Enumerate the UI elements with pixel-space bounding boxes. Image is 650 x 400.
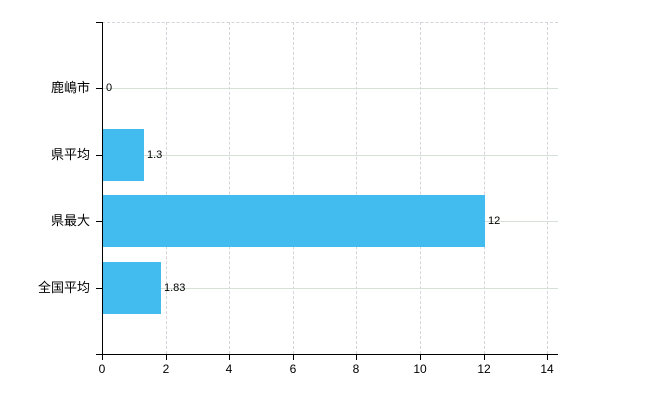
x-tick-label: 4 xyxy=(225,362,233,376)
value-label: 1.83 xyxy=(164,282,186,294)
x-tick-label: 12 xyxy=(477,362,491,376)
x-tick-label: 0 xyxy=(98,362,106,376)
category-gridline xyxy=(103,288,558,289)
x-axis-tick xyxy=(356,354,357,360)
category-gridline xyxy=(103,88,558,89)
x-tick-label: 8 xyxy=(352,362,360,376)
y-axis-top-tick xyxy=(96,22,102,23)
x-gridline xyxy=(547,22,548,354)
x-tick-label: 2 xyxy=(162,362,170,376)
x-tick-label: 10 xyxy=(413,362,427,376)
x-axis-tick xyxy=(420,354,421,360)
category-label: 全国平均 xyxy=(37,280,90,295)
category-label: 県平均 xyxy=(50,147,90,162)
category-label: 県最大 xyxy=(50,213,90,228)
y-axis-tick xyxy=(96,88,102,89)
x-gridline xyxy=(293,22,294,354)
y-axis-tick xyxy=(96,288,102,289)
value-label: 12 xyxy=(488,215,501,227)
y-axis-line xyxy=(102,22,103,355)
value-label: 1.3 xyxy=(147,149,163,161)
bar xyxy=(103,262,161,314)
plot-top-gridline xyxy=(102,22,558,23)
y-axis-tick xyxy=(96,221,102,222)
x-axis-tick xyxy=(166,354,167,360)
y-axis-tick xyxy=(96,155,102,156)
x-gridline xyxy=(420,22,421,354)
x-axis-tick xyxy=(229,354,230,360)
x-axis-tick xyxy=(102,354,103,360)
x-axis-tick xyxy=(484,354,485,360)
bar xyxy=(103,129,144,181)
value-label: 0 xyxy=(106,82,113,94)
x-axis-line xyxy=(96,354,558,355)
category-gridline xyxy=(103,155,558,156)
x-gridline xyxy=(484,22,485,354)
x-gridline xyxy=(229,22,230,354)
x-tick-label: 6 xyxy=(289,362,297,376)
x-gridline xyxy=(166,22,167,354)
category-label: 鹿嶋市 xyxy=(50,80,90,95)
x-tick-label: 14 xyxy=(540,362,554,376)
x-axis-tick xyxy=(293,354,294,360)
x-axis-tick xyxy=(547,354,548,360)
bar xyxy=(103,195,485,247)
x-gridline xyxy=(356,22,357,354)
